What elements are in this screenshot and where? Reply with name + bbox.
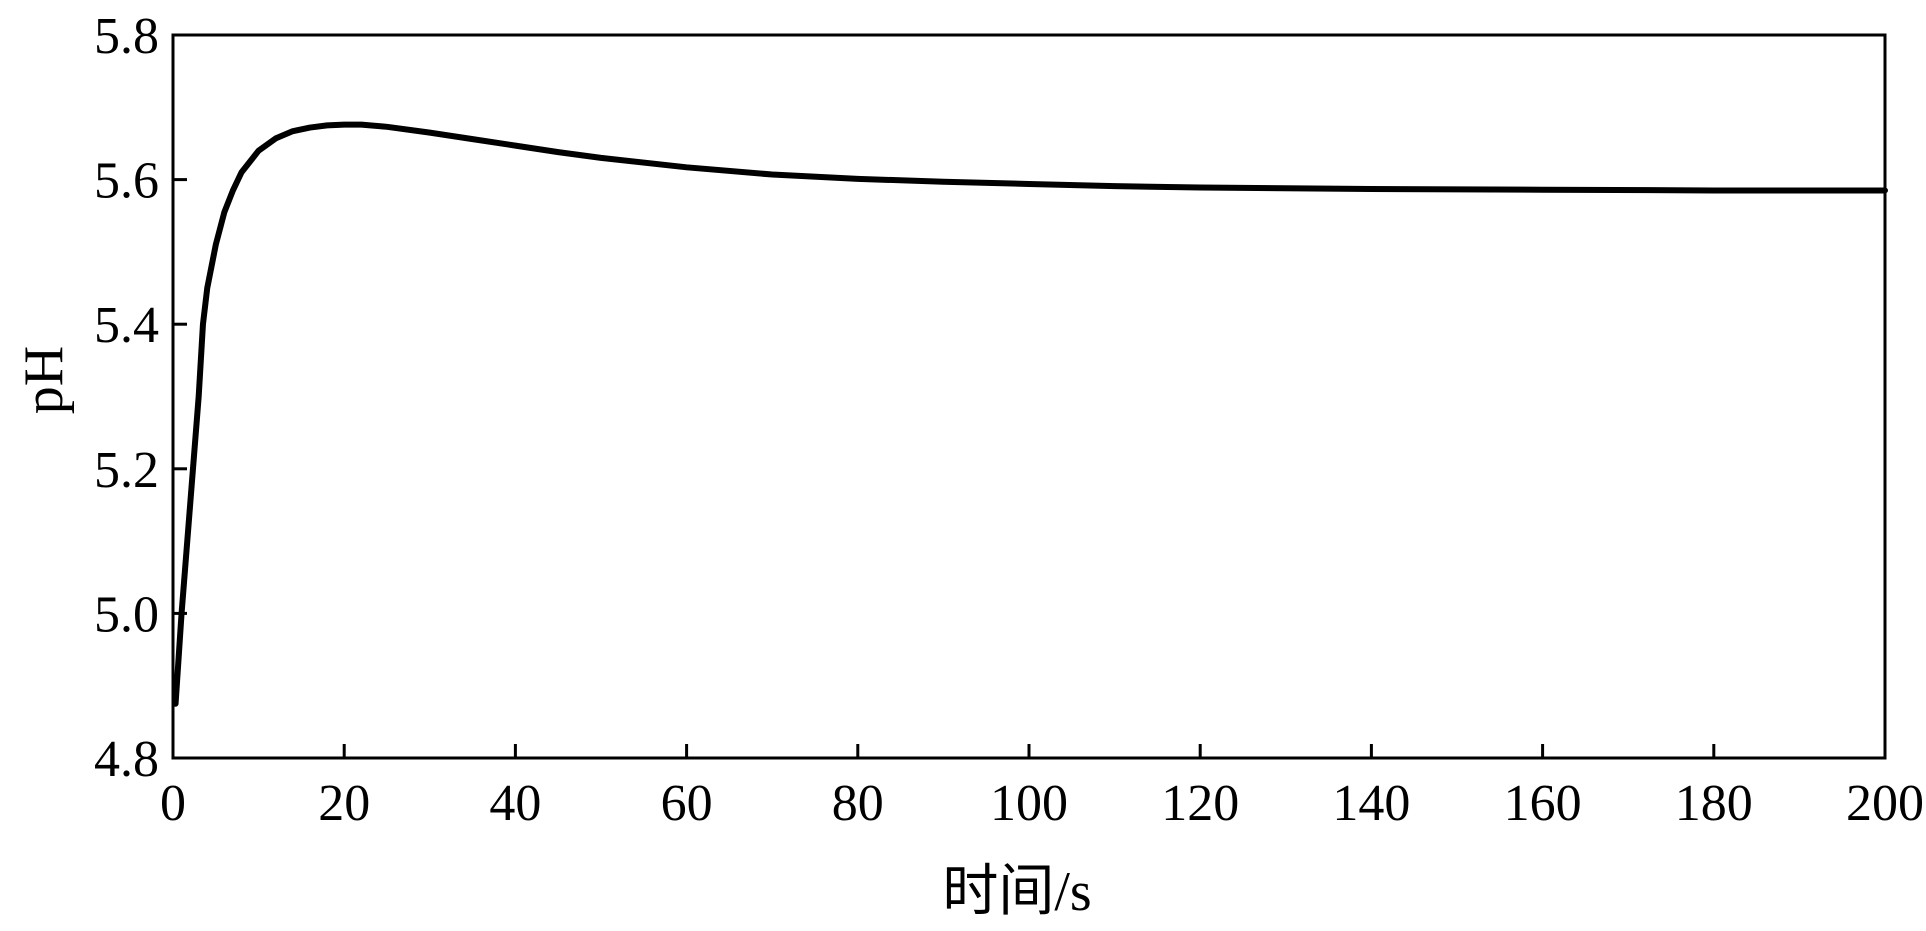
plot-frame xyxy=(171,33,1887,760)
x-tick-label: 160 xyxy=(1504,775,1582,832)
x-tick-label: 80 xyxy=(832,775,884,832)
x-axis-label: 时间/s xyxy=(942,861,1091,923)
y-tick-label: 5.8 xyxy=(94,8,159,65)
x-tick-label: 60 xyxy=(661,775,713,832)
y-tick-label: 5.2 xyxy=(94,442,159,499)
plot-area: 0 20 40 60 80 100 120 140 160 180 200 4.8 5.0 5.2 5.4 5… xyxy=(94,8,1924,832)
x-tick-label: 200 xyxy=(1846,775,1924,832)
x-tick-label: 20 xyxy=(318,775,370,832)
x-tick-label: 100 xyxy=(990,775,1068,832)
x-tick-label: 40 xyxy=(489,775,541,832)
x-tick-label: 140 xyxy=(1332,775,1410,832)
y-tick-label: 5.4 xyxy=(94,297,159,354)
y-tick-label: 4.8 xyxy=(94,731,159,788)
x-tick-label: 180 xyxy=(1675,775,1753,832)
series-line xyxy=(172,121,1888,707)
y-tick-label: 5.6 xyxy=(94,153,159,210)
x-tick-label: 0 xyxy=(160,775,186,832)
y-tick-label: 5.0 xyxy=(94,586,159,643)
y-axis-label: pH xyxy=(13,346,75,414)
x-tick-label: 120 xyxy=(1161,775,1239,832)
